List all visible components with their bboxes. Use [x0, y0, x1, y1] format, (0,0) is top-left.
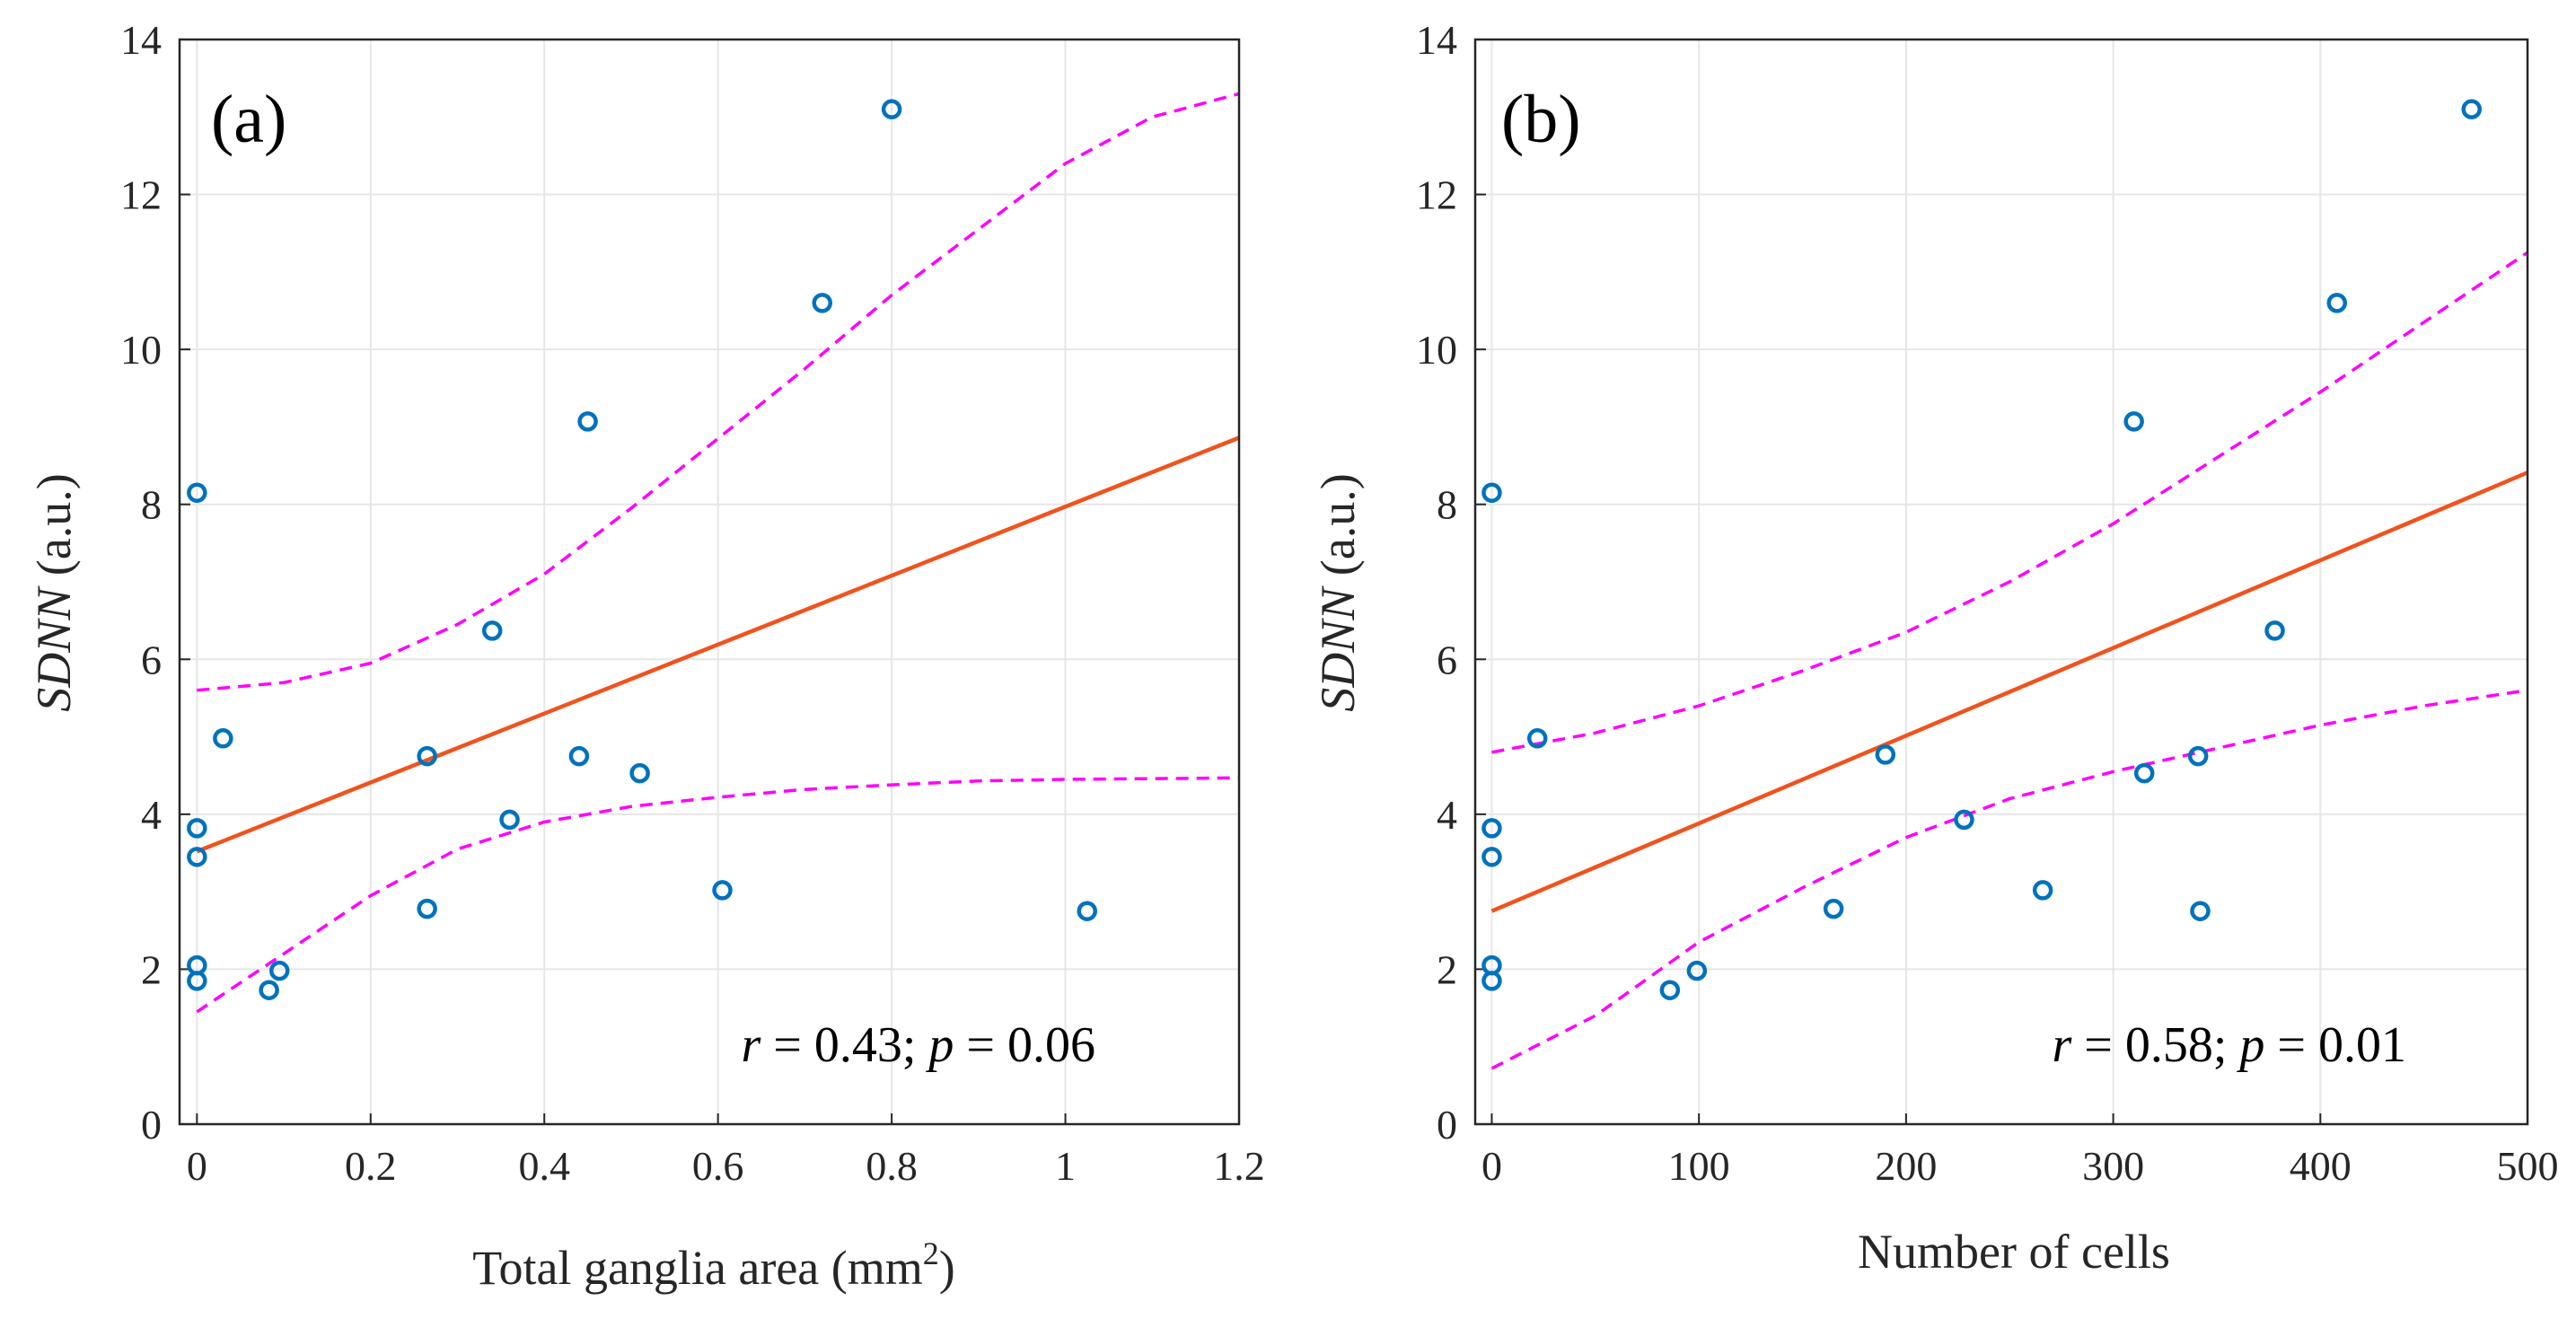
ci-lower-curve [196, 776, 1240, 1014]
x-tick-label: 0.8 [866, 1143, 918, 1189]
regression-line [1490, 470, 2528, 913]
x-tick-label: 200 [1875, 1143, 1937, 1189]
data-point [2123, 411, 2144, 432]
x-tick-label: 0.2 [345, 1143, 397, 1189]
data-point [1954, 809, 1974, 831]
panel-a-stat-annotation: r = 0.43; p = 0.06 [741, 1017, 1095, 1073]
data-point [2190, 901, 2211, 921]
panel-a-axes-frame [178, 38, 1241, 1126]
x-tick-label: 0.6 [692, 1143, 744, 1189]
y-tick-label: 12 [120, 172, 162, 218]
panel-b-fit-line [1490, 470, 2528, 913]
data-point [187, 482, 207, 504]
data-point [481, 620, 503, 641]
panel-a-label: (a) [211, 82, 286, 157]
data-point [2264, 620, 2285, 641]
data-point [1481, 482, 1502, 504]
panel-b-y-tick-labels: 0 2 4 6 8 10 12 14 [1416, 17, 1457, 1148]
panel-a: 0 0.2 0.4 0.6 0.8 1 1.2 0 2 4 6 8 10 12 14 (a) r = 0.… [27, 17, 1265, 1295]
panel-b-stat-annotation: r = 0.58; p = 0.01 [2052, 1017, 2406, 1073]
data-point [629, 762, 650, 784]
ci-lower-curve [1490, 689, 2528, 1070]
data-point [568, 745, 590, 767]
regression-line [196, 435, 1240, 854]
data-point [2133, 762, 2155, 784]
panel-a-y-axis-label: SDNN (a.u.) [27, 473, 81, 711]
data-point [187, 971, 207, 991]
panel-b-y-axis-label: SDNN (a.u.) [1311, 473, 1365, 711]
panel-b-grid [1475, 39, 2528, 1125]
data-point [2326, 293, 2347, 313]
data-point [1481, 818, 1502, 839]
x-tick-label: 0 [187, 1143, 207, 1189]
y-tick-label: 8 [1437, 482, 1457, 528]
panel-b-confidence-band [1490, 251, 2528, 1070]
data-point [1686, 960, 1708, 981]
y-tick-label: 6 [1437, 637, 1457, 682]
ci-upper-curve [1491, 251, 2528, 754]
data-point [1526, 728, 1548, 749]
y-tick-label: 12 [1416, 172, 1457, 218]
x-tick-label: 100 [1668, 1143, 1730, 1189]
data-point [1659, 980, 1681, 1000]
y-tick-label: 6 [141, 637, 162, 682]
panel-b-x-axis-label: Number of cells [1858, 1225, 2170, 1279]
y-tick-label: 14 [1416, 17, 1457, 63]
data-point [268, 960, 290, 981]
data-point [2187, 745, 2209, 767]
data-point [499, 809, 520, 831]
data-point [2032, 880, 2053, 901]
panel-a-fit-line [196, 435, 1240, 854]
ci-upper-curve [197, 92, 1240, 692]
y-tick-label: 4 [141, 792, 162, 838]
data-point [187, 818, 207, 839]
panel-a-y-tick-labels: 0 2 4 6 8 10 12 14 [120, 17, 162, 1148]
x-tick-label: 0 [1481, 1143, 1502, 1189]
x-tick-label: 300 [2082, 1143, 2144, 1189]
data-point [1077, 901, 1097, 921]
data-point [259, 980, 279, 1000]
data-point [577, 411, 598, 432]
y-tick-label: 10 [1416, 327, 1457, 373]
panel-b-points [1481, 99, 2482, 1000]
data-point [417, 745, 437, 767]
panel-a-x-axis-label: Total ganglia area (mm2) [472, 1235, 955, 1295]
panel-a-confidence-band [196, 92, 1240, 1014]
x-tick-label: 400 [2290, 1143, 2352, 1189]
x-tick-label: 1.2 [1213, 1143, 1265, 1189]
data-point [1481, 847, 1502, 867]
y-tick-label: 10 [120, 327, 162, 373]
panel-b-x-tick-labels: 0 100 200 300 400 500 [1481, 1143, 2559, 1189]
data-point [213, 728, 233, 749]
data-point [417, 898, 437, 919]
x-tick-label: 500 [2497, 1143, 2559, 1189]
data-point [1481, 971, 1502, 991]
panel-b-label: (b) [1501, 82, 1581, 157]
y-tick-label: 2 [1437, 946, 1457, 992]
data-point [2461, 99, 2482, 119]
data-point [712, 880, 733, 901]
panel-a-x-tick-labels: 0 0.2 0.4 0.6 0.8 1 1.2 [187, 1143, 1265, 1189]
y-tick-label: 0 [141, 1102, 162, 1148]
y-tick-label: 8 [141, 482, 162, 528]
panel-b: 0 100 200 300 400 500 0 2 4 6 8 10 12 14 (b) r = 0.5… [1311, 17, 2559, 1279]
data-point [812, 293, 832, 313]
panel-a-grid [180, 39, 1240, 1125]
data-point [187, 847, 207, 867]
panel-b-axes-frame [1473, 38, 2529, 1126]
data-point [1875, 744, 1896, 765]
x-tick-label: 1 [1055, 1143, 1076, 1189]
data-point [881, 99, 902, 119]
y-tick-label: 4 [1437, 792, 1457, 838]
data-point [1823, 898, 1844, 919]
panel-a-points [187, 99, 1097, 1000]
y-tick-label: 2 [141, 946, 162, 992]
y-tick-label: 14 [120, 17, 162, 63]
x-tick-label: 0.4 [518, 1143, 570, 1189]
y-tick-label: 0 [1437, 1102, 1457, 1148]
